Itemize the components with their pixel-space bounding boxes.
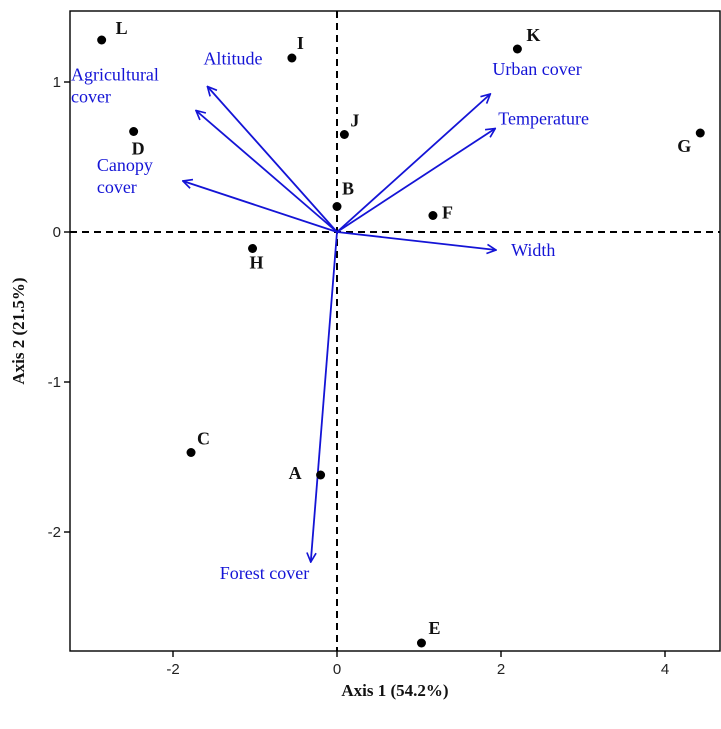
point-B [332,202,342,211]
point-label-E: E [428,618,440,638]
point-label-B: B [342,179,354,199]
x-tick-label: -2 [166,661,179,678]
vector-arrow-temperature [336,129,495,233]
point-A [316,470,326,480]
point-label-L: L [116,18,128,38]
point-I [287,53,297,63]
y-axis-title: Axis 2 (21.5%) [9,277,28,384]
x-tick-label: 0 [333,661,341,678]
point-J [339,130,349,139]
vector-arrow-agricultural-cover [196,111,338,233]
variable-vectors: Altitude Agricultural cover Canopy cover Urba… [71,49,589,584]
x-tick-label: 2 [497,661,505,678]
y-tick-label: -1 [48,374,61,391]
point-label-A: A [289,463,302,483]
x-tick-label: 4 [661,661,669,678]
point-G [695,128,705,138]
point-H [248,244,258,253]
plot-panel [69,10,721,652]
point-L [97,35,107,45]
y-tick-label: 0 [53,224,61,241]
vector-label-temperature: Temperature [498,109,589,129]
vector-arrow-canopy-cover [183,181,338,233]
vector-label-agricultural-cover: Agricultural cover [71,65,159,107]
point-label-H: H [250,253,264,273]
x-axis-title: Axis 1 (54.2%) [341,681,448,700]
y-tick-label: -2 [48,524,61,541]
vector-label-forest-cover: Forest cover [220,563,309,583]
vector-label-width: Width [511,240,555,260]
vector-arrow-width [336,231,496,250]
point-label-I: I [297,33,304,53]
point-label-K: K [526,25,540,45]
y-tick-label: 1 [53,74,61,91]
point-label-J: J [350,111,359,131]
point-C [186,448,196,457]
point-label-D: D [132,139,145,159]
vector-label-altitude: Altitude [203,49,262,69]
vector-arrow-urban-cover [336,94,490,233]
point-label-F: F [442,203,453,223]
point-F [428,211,438,220]
site-points: A B C D E F G H I J K L [97,18,705,648]
point-E [416,638,426,648]
y-axis-ticks: -2 -1 0 1 [48,74,70,541]
point-D [129,127,139,136]
x-axis-ticks: -2 0 2 4 [166,651,669,678]
vector-arrow-forest-cover [311,231,338,562]
point-label-G: G [677,136,691,156]
point-K [512,44,522,54]
point-label-C: C [197,429,210,449]
vector-label-urban-cover: Urban cover [492,59,581,79]
vector-label-canopy-cover: Canopy cover [97,155,153,197]
vector-arrow-altitude [207,87,338,233]
